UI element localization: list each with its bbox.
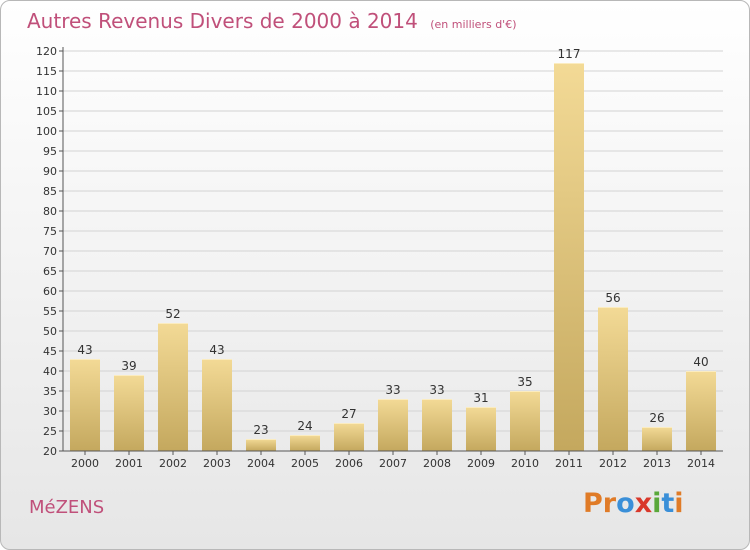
- value-label: 52: [165, 307, 180, 321]
- x-tick-label: 2003: [203, 457, 231, 470]
- x-tick-label: 2006: [335, 457, 363, 470]
- x-tick-label: 2008: [423, 457, 451, 470]
- y-tick-label: 75: [43, 225, 57, 238]
- bar: [202, 359, 232, 451]
- value-label: 40: [693, 355, 708, 369]
- y-tick-label: 25: [43, 425, 57, 438]
- commune-name: MéZENS: [29, 497, 105, 518]
- x-tick-label: 2007: [379, 457, 407, 470]
- chart-title-text: Autres Revenus Divers de 2000 à 2014: [27, 9, 418, 33]
- value-label: 33: [385, 383, 400, 397]
- value-label: 39: [121, 359, 136, 373]
- bar: [422, 399, 452, 451]
- bar: [246, 439, 276, 451]
- y-tick-label: 95: [43, 145, 57, 158]
- y-tick-label: 20: [43, 445, 57, 458]
- bar: [466, 407, 496, 451]
- y-tick-label: 65: [43, 265, 57, 278]
- y-tick-label: 30: [43, 405, 57, 418]
- x-tick-label: 2012: [599, 457, 627, 470]
- logo-letter: i: [674, 488, 684, 519]
- y-tick-label: 35: [43, 385, 57, 398]
- logo-letter: r: [602, 488, 617, 519]
- bar: [598, 307, 628, 451]
- bars: 43 39 52 43 23 24 27 33 33 31 35 117 56 26 40: [70, 47, 716, 451]
- axes: 20 25 30 35 40 45 50 55 60 65 70 75 80 85 90 95 100 105 11…: [36, 45, 723, 470]
- x-tick-label: 2013: [643, 457, 671, 470]
- bar: [114, 375, 144, 451]
- chart-unit: (en milliers d'€): [430, 18, 517, 31]
- logo-letter: o: [616, 488, 635, 519]
- value-label: 43: [77, 343, 92, 357]
- value-label: 117: [558, 47, 581, 61]
- value-label: 43: [209, 343, 224, 357]
- x-tick-label: 2009: [467, 457, 495, 470]
- bar: [554, 63, 584, 451]
- logo-letter: P: [583, 488, 603, 519]
- y-tick-label: 45: [43, 345, 57, 358]
- x-tick-label: 2014: [687, 457, 715, 470]
- bar: [334, 423, 364, 451]
- y-tick-label: 120: [36, 45, 57, 58]
- y-tick-label: 115: [36, 65, 57, 78]
- y-tick-label: 60: [43, 285, 57, 298]
- x-tick-label: 2011: [555, 457, 583, 470]
- value-label: 31: [473, 391, 488, 405]
- value-label: 33: [429, 383, 444, 397]
- x-tick-label: 2001: [115, 457, 143, 470]
- x-tick-label: 2002: [159, 457, 187, 470]
- value-label: 24: [297, 419, 312, 433]
- y-tick-label: 100: [36, 125, 57, 138]
- bar: [642, 427, 672, 451]
- logo-letter: x: [634, 488, 653, 519]
- logo-letter: i: [652, 488, 662, 519]
- y-tick-label: 85: [43, 185, 57, 198]
- bar: [510, 391, 540, 451]
- y-tick-label: 40: [43, 365, 57, 378]
- x-tick-label: 2005: [291, 457, 319, 470]
- chart-title: Autres Revenus Divers de 2000 à 2014 (en…: [27, 9, 517, 33]
- y-tick-label: 90: [43, 165, 57, 178]
- proxiti-logo[interactable]: Proxiti: [583, 488, 684, 519]
- bar: [686, 371, 716, 451]
- bar: [378, 399, 408, 451]
- bar: [290, 435, 320, 451]
- y-tick-label: 50: [43, 325, 57, 338]
- bar: [70, 359, 100, 451]
- y-tick-label: 80: [43, 205, 57, 218]
- x-tick-label: 2004: [247, 457, 275, 470]
- y-tick-label: 70: [43, 245, 57, 258]
- y-tick-label: 105: [36, 105, 57, 118]
- logo-letter: t: [661, 488, 675, 519]
- x-tick-label: 2000: [71, 457, 99, 470]
- value-label: 35: [517, 375, 532, 389]
- bar: [158, 323, 188, 451]
- y-tick-label: 55: [43, 305, 57, 318]
- value-label: 26: [649, 411, 664, 425]
- value-label: 23: [253, 423, 268, 437]
- value-label: 56: [605, 291, 620, 305]
- x-tick-label: 2010: [511, 457, 539, 470]
- value-label: 27: [341, 407, 356, 421]
- y-tick-label: 110: [36, 85, 57, 98]
